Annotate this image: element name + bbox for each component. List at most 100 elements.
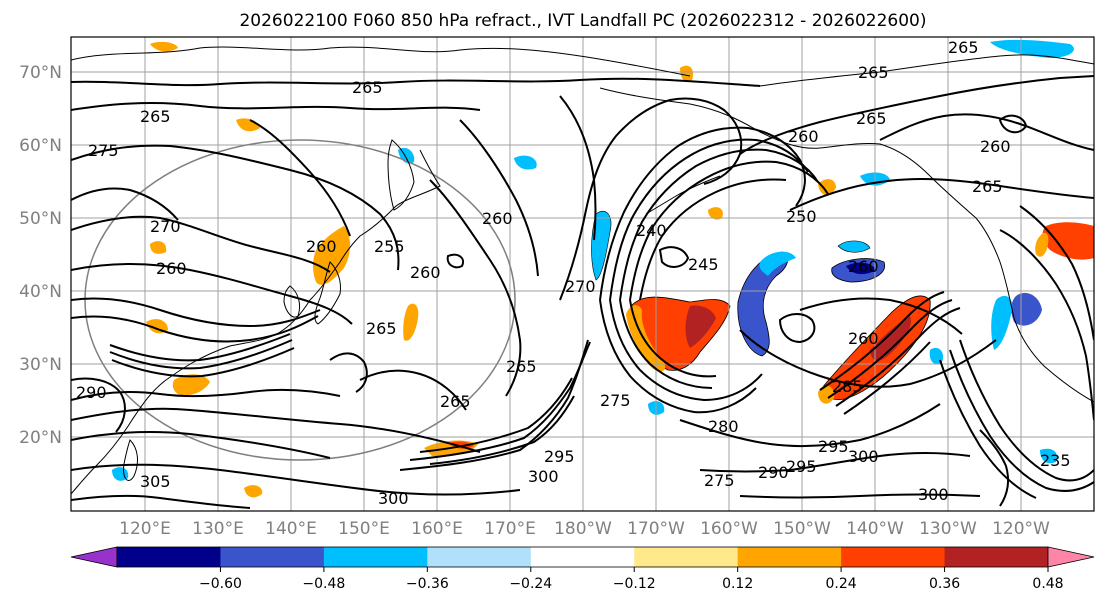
lon-label: 170°E bbox=[484, 519, 536, 539]
contour-label: 260 bbox=[848, 257, 879, 276]
shade-patch bbox=[403, 303, 419, 341]
contour-label: 290 bbox=[758, 463, 789, 482]
colorbar-segment bbox=[117, 547, 221, 567]
contour-line bbox=[419, 377, 573, 453]
colorbar-extend-max bbox=[1047, 546, 1095, 568]
contour-label: 265 bbox=[366, 319, 397, 338]
shade-patch bbox=[990, 39, 1074, 58]
contour-label: 260 bbox=[410, 263, 441, 282]
contour-layer bbox=[71, 75, 1094, 509]
contour-label: 265 bbox=[506, 357, 537, 376]
coast-aleutians bbox=[645, 175, 721, 215]
colorbar-extend-min bbox=[70, 546, 118, 568]
contour-line bbox=[778, 313, 816, 344]
contour-line bbox=[998, 114, 1028, 134]
shade-patch bbox=[818, 179, 836, 196]
colorbar-tick-label: 0.48 bbox=[1032, 576, 1063, 592]
colorbar-segment bbox=[737, 547, 842, 567]
shade-patch bbox=[112, 467, 129, 481]
lon-label: 140°E bbox=[265, 519, 317, 539]
colorbar-segment bbox=[323, 547, 428, 567]
contour-line bbox=[699, 452, 971, 473]
lon-label: 160°W bbox=[700, 519, 758, 539]
contour-label: 265 bbox=[948, 38, 979, 57]
contour-line bbox=[789, 178, 1094, 211]
colorbar-segment bbox=[634, 547, 739, 567]
colorbar-segment bbox=[220, 547, 325, 567]
contour-label: 290 bbox=[76, 383, 107, 402]
contour-label: 255 bbox=[374, 237, 405, 256]
lon-label: 160°E bbox=[411, 519, 463, 539]
contour-line bbox=[1019, 205, 1094, 341]
contour-line bbox=[999, 229, 1094, 421]
map-frame bbox=[70, 36, 1095, 512]
coast-asia-north bbox=[71, 46, 691, 77]
contour-line bbox=[71, 77, 761, 87]
contour-label: 280 bbox=[708, 417, 739, 436]
lon-label: 130°E bbox=[192, 519, 244, 539]
contour-label: 275 bbox=[88, 141, 119, 160]
contour-line bbox=[71, 377, 126, 433]
colorbar-segment bbox=[841, 547, 946, 567]
contour-label: 265 bbox=[140, 107, 171, 126]
contour-label: 260 bbox=[848, 329, 879, 348]
contour-label: 245 bbox=[688, 255, 719, 274]
shade-patch bbox=[1011, 292, 1042, 326]
lat-label: 20°N bbox=[19, 428, 62, 448]
contour-line bbox=[71, 187, 179, 221]
shade-patch bbox=[870, 316, 911, 361]
shade-patch bbox=[1035, 232, 1049, 257]
contour-label: 270 bbox=[150, 217, 181, 236]
chart-title: 2026022100 F060 850 hPa refract., IVT La… bbox=[239, 11, 926, 31]
contour-line bbox=[71, 215, 331, 273]
coast-japan bbox=[314, 261, 341, 325]
contour-line bbox=[359, 369, 467, 411]
colorbar: −0.60 −0.48 −0.36 −0.24 −0.12 0.12 0.24 0.36 0.4… bbox=[70, 546, 1095, 592]
contour-line bbox=[629, 160, 829, 301]
shade-patch bbox=[708, 207, 723, 220]
colorbar-segments bbox=[116, 546, 1049, 568]
contour-label: 295 bbox=[544, 447, 575, 466]
contour-line bbox=[249, 119, 351, 237]
coast-asia-east bbox=[279, 149, 441, 333]
contour-label: 300 bbox=[848, 447, 879, 466]
shade-patch bbox=[150, 41, 178, 52]
contour-label: 300 bbox=[528, 467, 559, 486]
shade-patch bbox=[680, 65, 694, 82]
contour-line bbox=[109, 339, 293, 370]
graticule bbox=[71, 37, 1094, 511]
contour-line bbox=[459, 119, 539, 277]
coast-na-west bbox=[929, 175, 1094, 403]
contour-label: 275 bbox=[704, 471, 735, 490]
contour-label: 265 bbox=[856, 109, 887, 128]
contour-line bbox=[446, 253, 464, 269]
contour-line bbox=[939, 359, 1037, 499]
lat-labels: 70°N 60°N 50°N 40°N 30°N 20°N bbox=[19, 63, 62, 448]
lon-label: 130°W bbox=[919, 519, 977, 539]
coast-canada-north bbox=[759, 54, 1094, 87]
contour-label: 300 bbox=[378, 489, 409, 508]
shade-patch bbox=[1042, 222, 1094, 260]
map-panel: 265 265 265 265 265 265 265 265 275 270 … bbox=[19, 36, 1095, 539]
contour-label: 260 bbox=[980, 137, 1011, 156]
contour-label: 265 bbox=[352, 78, 383, 97]
contour-line bbox=[619, 299, 713, 389]
contour-line bbox=[109, 333, 291, 362]
contour-labels: 265 265 265 265 265 265 265 265 275 270 … bbox=[76, 38, 1071, 508]
contour-label: 265 bbox=[858, 63, 889, 82]
contour-line bbox=[609, 138, 809, 301]
shade-patch bbox=[1040, 448, 1058, 464]
colorbar-segment bbox=[530, 547, 635, 567]
lat-label: 50°N bbox=[19, 209, 62, 229]
shade-patch bbox=[146, 319, 168, 334]
contour-line bbox=[111, 347, 295, 378]
colorbar-tick-label: −0.36 bbox=[406, 576, 449, 592]
contour-label: 300 bbox=[918, 485, 949, 504]
contour-line bbox=[429, 395, 575, 465]
contour-label: 285 bbox=[832, 377, 863, 396]
lon-label: 170°W bbox=[627, 519, 685, 539]
contour-label: 260 bbox=[788, 127, 819, 146]
colorbar-tick-label: 0.12 bbox=[722, 576, 753, 592]
contour-line bbox=[959, 339, 1094, 482]
contour-label: 265 bbox=[972, 177, 1003, 196]
